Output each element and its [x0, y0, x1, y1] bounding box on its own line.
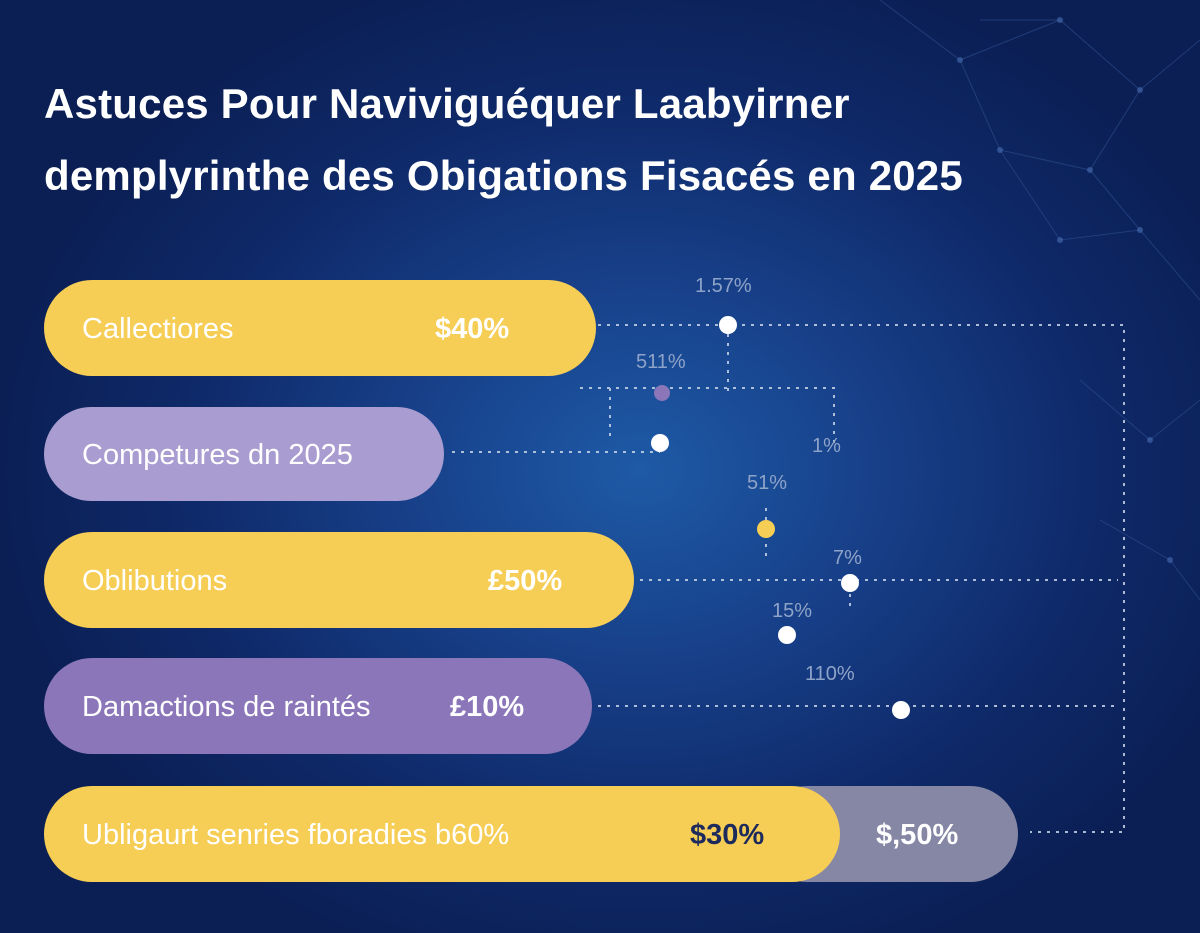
- bar-3: Oblibutions £50%: [44, 532, 634, 628]
- bar-4-label: Damactions de raintés: [82, 691, 371, 723]
- bar-5: Ubligaurt senries fboradies b60% $30% $,…: [44, 786, 1018, 882]
- point-1: [719, 316, 737, 334]
- point-5: [757, 520, 775, 538]
- point-8-label: 110%: [805, 663, 855, 685]
- chart-title-line-2: demplyrinthe des Obigations Fisacés en 2…: [44, 152, 963, 199]
- connector-1: [598, 324, 1125, 833]
- bar-3-label: Oblibutions: [82, 565, 227, 597]
- bar-group: Callectiores $40% Competures dn 2025 Obl…: [44, 280, 1018, 882]
- point-7: [778, 626, 796, 644]
- bar-3-value: £50%: [488, 565, 562, 597]
- bar-1: Callectiores $40%: [44, 280, 596, 376]
- point-7-label: 15%: [772, 600, 812, 622]
- bar-5-label: Ubligaurt senries fboradies b60%: [82, 819, 509, 851]
- bar-4-shape: [44, 658, 592, 754]
- point-1-label: 1.57%: [695, 275, 752, 297]
- connector-lines: [452, 324, 1125, 833]
- floating-points: 1.57% 511% 1% 51% 7% 15% 110%: [636, 275, 910, 719]
- bar-3-shape: [44, 532, 634, 628]
- bar-5-segment-2-value: $,50%: [876, 819, 958, 851]
- point-2-label: 511%: [636, 351, 686, 373]
- bar-2-shape: [44, 407, 444, 501]
- bar-1-shape: [44, 280, 596, 376]
- bar-2: Competures dn 2025: [44, 407, 444, 501]
- point-4-label: 1%: [812, 435, 841, 457]
- bar-1-label: Callectiores: [82, 313, 234, 345]
- bar-5-segment-1: [44, 786, 840, 882]
- bar-4-value: £10%: [450, 691, 524, 723]
- point-6-label: 7%: [833, 547, 862, 569]
- chart-title-line-1: Astuces Pour Naviviguéquer Laabyirner: [44, 80, 850, 127]
- point-5-label: 51%: [747, 472, 787, 494]
- point-8: [892, 701, 910, 719]
- point-3: [651, 434, 669, 452]
- bar-4: Damactions de raintés £10%: [44, 658, 592, 754]
- point-6: [841, 574, 859, 592]
- connector-3: [580, 387, 835, 443]
- point-2: [654, 385, 670, 401]
- bar-1-value: $40%: [435, 313, 509, 345]
- bar-5-segment-1-value: $30%: [690, 819, 764, 851]
- bar-2-label: Competures dn 2025: [82, 439, 353, 471]
